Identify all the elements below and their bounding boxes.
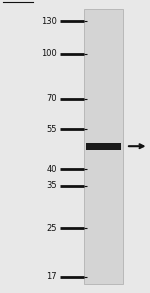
Text: 55: 55 (46, 125, 57, 134)
Text: 40: 40 (46, 165, 57, 173)
Text: 17: 17 (46, 272, 57, 281)
Bar (84, 9, 123, 284)
Text: KDa: KDa (3, 0, 22, 1)
Text: 70: 70 (46, 94, 57, 103)
Text: 130: 130 (41, 16, 57, 25)
Text: A: A (100, 0, 107, 1)
Text: 100: 100 (41, 50, 57, 59)
Text: 25: 25 (46, 224, 57, 233)
Text: 35: 35 (46, 181, 57, 190)
